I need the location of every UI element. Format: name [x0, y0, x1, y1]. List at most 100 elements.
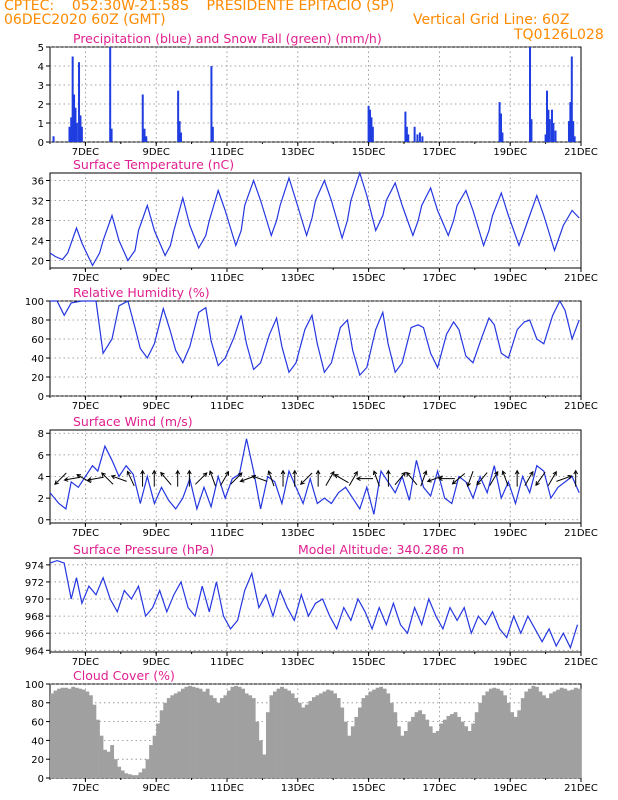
pressure-title: Surface Pressure (hPa) [73, 542, 214, 557]
cloud-bar [396, 726, 401, 778]
pressure-frame [49, 557, 582, 653]
cloud-title: Cloud Cover (%) [73, 668, 175, 683]
precip-bar [530, 119, 533, 142]
precip-bar [548, 119, 551, 142]
humidity-ytick-label: 100 [25, 297, 44, 308]
cloud-ytick-label: 100 [25, 680, 44, 691]
cloud-bar [124, 773, 129, 778]
humidity-xtick-label: 13DEC [281, 401, 315, 412]
wind-arrow-head [529, 470, 534, 476]
wind-xtick-label: 9DEC [143, 528, 170, 539]
precip-bar [404, 111, 407, 142]
wind-arrow-head [54, 480, 59, 486]
humidity-ytick-label: 0 [38, 392, 44, 403]
wind-arrow-shaft [220, 471, 229, 486]
cloud-bar [414, 712, 419, 778]
cloud-xtick-label: 11DEC [210, 783, 244, 794]
pressure-annotation: Model Altitude: 340.286 m [298, 542, 464, 557]
precip-xtick-label: 17DEC [423, 147, 457, 158]
wind-arrow-head [535, 481, 540, 487]
cloud-xtick-label: 13DEC [281, 783, 315, 794]
wind-arrow-shaft [64, 476, 81, 481]
precip-bar [572, 121, 575, 142]
cloud-bar [432, 732, 437, 778]
wind-arrow-shaft [476, 472, 488, 486]
cloud-bar [361, 698, 366, 778]
wind-arrow-head [386, 469, 391, 475]
cloud-panel [46, 683, 582, 782]
cloud-bar [156, 723, 161, 778]
precip-ytick-label: 5 [38, 43, 44, 54]
wind-arrow-head [567, 474, 573, 480]
precip-bar [552, 123, 555, 142]
cloud-bar [435, 731, 440, 778]
wind-ytick-label: 4 [38, 473, 44, 484]
cloud-bar [404, 731, 408, 778]
temperature-line [49, 171, 580, 267]
cloud-bar [88, 695, 93, 778]
precip-bar [80, 126, 83, 142]
precip-xtick-label: 19DEC [493, 147, 527, 158]
wind-arrow-head [451, 479, 457, 485]
header-grid-note: Vertical Grid Line: 60Z [413, 12, 570, 28]
cloud-bar [534, 686, 539, 778]
cloud-bar [407, 721, 412, 778]
wind-arrow-shaft [394, 472, 406, 486]
wind-arrow-head [422, 470, 428, 476]
cloud-bar [418, 710, 422, 778]
cloud-bar [64, 687, 68, 778]
cloud-bar [301, 707, 306, 778]
cloud-bar [117, 766, 122, 778]
precip-bar [78, 62, 81, 143]
cloud-bar [163, 702, 168, 778]
wind-ytick-label: 2 [38, 494, 44, 505]
wind-arrow-head [501, 470, 507, 476]
precip-bar [573, 136, 576, 142]
wind-arrow-shaft [420, 470, 427, 487]
wind-arrow-shaft [325, 471, 335, 486]
precip-bar [407, 134, 410, 142]
precip-bar [371, 126, 374, 142]
cloud-xtick-label: 21DEC [564, 783, 598, 794]
wind-arrow-head [140, 469, 145, 475]
cloud-bar [400, 735, 405, 778]
precip-title: Precipitation (blue) and Snow Fall (gree… [73, 31, 382, 46]
cloud-bar [152, 735, 157, 778]
humidity-ytick-label: 60 [31, 335, 44, 346]
precip-bar [141, 94, 144, 142]
wind-xtick-label: 19DEC [493, 528, 527, 539]
cloud-bar [85, 691, 90, 778]
temperature-panel [46, 171, 582, 272]
cloud-bar [389, 702, 394, 778]
cloud-bar [50, 693, 54, 778]
precip-bar [499, 113, 502, 142]
humidity-xtick-label: 17DEC [423, 401, 457, 412]
wind-arrow-head [466, 482, 471, 488]
humidity-xtick-label: 7DEC [72, 401, 99, 412]
cloud-bar [184, 686, 189, 778]
cloud-bar [216, 702, 221, 778]
wind-arrow-head [160, 471, 165, 477]
cloud-bar [53, 690, 58, 778]
precip-bar [74, 107, 77, 142]
precip-bar [529, 47, 532, 142]
cloud-bar [269, 695, 274, 778]
cloud-bar [209, 695, 214, 778]
precip-ytick-label: 3 [38, 81, 44, 92]
wind-arrow-head [267, 470, 272, 476]
cloud-bar [573, 687, 578, 778]
pressure-ytick-label: 974 [25, 561, 44, 572]
cloud-bar [517, 710, 522, 778]
wind-panel [46, 429, 582, 527]
pressure-xtick-label: 13DEC [281, 657, 315, 668]
wind-arrow-head [494, 470, 499, 476]
cloud-bar [198, 688, 203, 778]
pressure-xtick-label: 15DEC [352, 657, 386, 668]
pressure-xtick-label: 19DEC [493, 657, 527, 668]
cloud-bar [297, 702, 302, 778]
cloud-bar [294, 698, 299, 778]
wind-arrow-shaft [127, 471, 135, 487]
wind-arrow-head [315, 469, 321, 475]
pressure-xtick-label: 9DEC [143, 657, 170, 668]
cloud-bar [223, 695, 228, 778]
